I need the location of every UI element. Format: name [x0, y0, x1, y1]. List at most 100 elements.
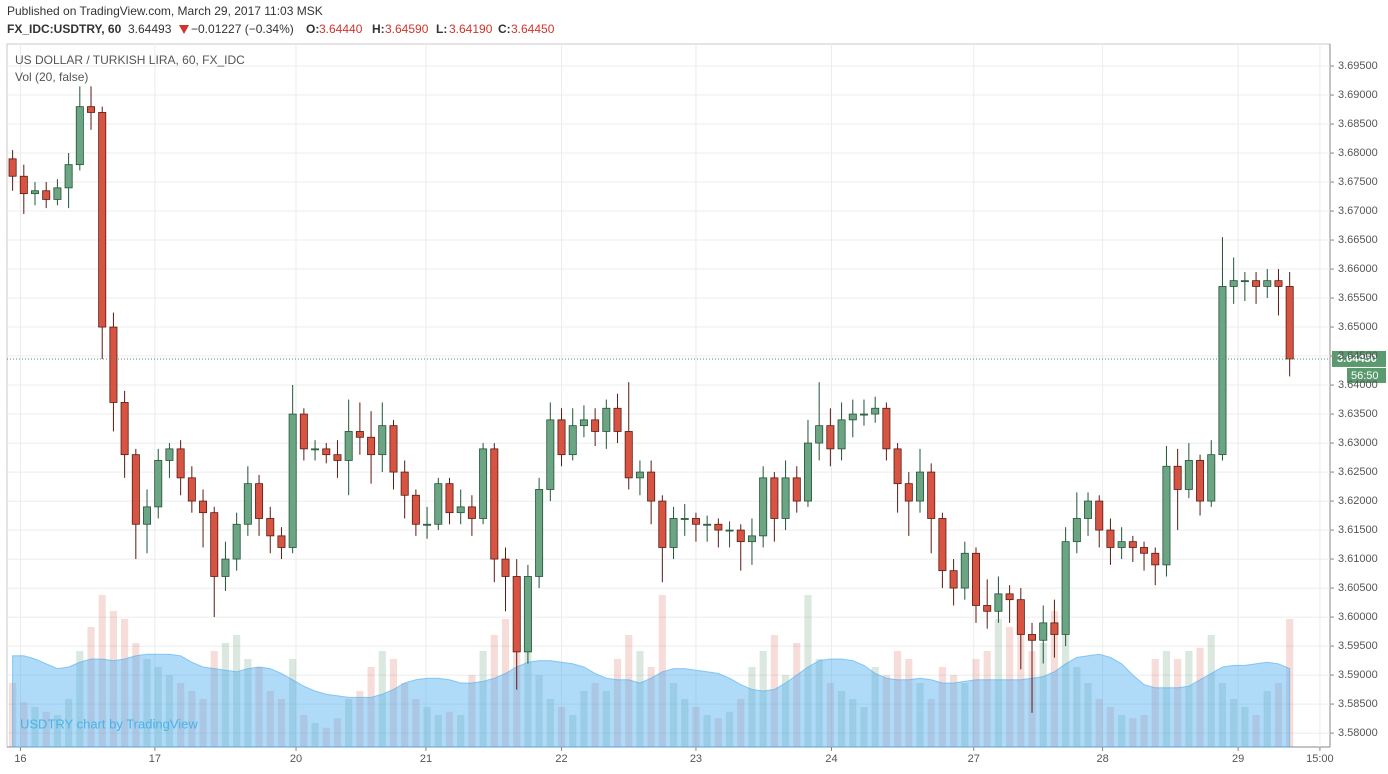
candle-body: [501, 558, 510, 577]
volume-bar: [1039, 643, 1047, 747]
candle-body: [747, 535, 756, 543]
candle-body: [31, 190, 39, 195]
candle-body: [557, 419, 566, 456]
volume-bar: [1174, 659, 1182, 747]
candle-body: [781, 477, 790, 519]
volume-bar: [233, 635, 241, 747]
volume-bar: [759, 651, 767, 747]
volume-bar: [692, 707, 700, 747]
candle-body: [1196, 460, 1205, 502]
candle-body: [400, 471, 409, 496]
x-tick-label: 23: [690, 753, 702, 765]
y-tick-label: 3.62500: [1338, 466, 1378, 478]
volume-bar: [501, 619, 510, 747]
candle-body: [703, 523, 712, 526]
candle-body: [1173, 465, 1182, 490]
volume-bar: [423, 707, 431, 747]
candle-body: [266, 518, 275, 537]
volume-bar: [636, 651, 644, 747]
volume-bar: [681, 699, 689, 747]
last-price-label: 3.64450: [1337, 353, 1377, 365]
candle-body: [210, 512, 219, 577]
volume-bar: [121, 619, 129, 747]
volume-bar: [669, 683, 678, 747]
ohlc-value: 3.64440: [319, 22, 363, 36]
candle-body: [546, 419, 555, 490]
candle-body: [87, 106, 96, 113]
y-tick-label: 3.67000: [1338, 205, 1378, 217]
candle-body: [938, 518, 947, 572]
countdown-box: [1347, 367, 1386, 383]
candle-body: [568, 425, 577, 456]
volume-bar: [65, 699, 73, 747]
volume-bar: [916, 683, 924, 747]
change: −0.01227 (−0.34%): [191, 22, 294, 36]
volume-bar: [994, 619, 1002, 747]
candle-body: [916, 471, 924, 502]
candle-body: [322, 448, 331, 456]
candle-body: [165, 448, 174, 461]
volume-bar: [322, 727, 330, 747]
volume-bar: [20, 702, 28, 747]
y-tick-label: 3.60000: [1338, 611, 1378, 623]
volume-bar: [905, 659, 913, 747]
candle-body: [1285, 286, 1294, 360]
volume-bar: [1162, 651, 1171, 747]
candle-body: [42, 190, 51, 200]
candle-body: [389, 425, 398, 473]
volume-bar: [87, 627, 95, 747]
candle-body: [624, 431, 633, 479]
volume-title: Vol (20, false): [15, 70, 88, 84]
y-tick-label: 3.66500: [1338, 234, 1378, 246]
volume-bar: [53, 715, 61, 747]
candle-body: [591, 419, 600, 432]
volume-bar: [1151, 659, 1159, 747]
volume-bar: [479, 651, 487, 747]
candle-body: [512, 576, 521, 653]
volume-bar: [412, 699, 420, 747]
volume-bar: [725, 711, 734, 747]
candle-body: [725, 529, 734, 532]
volume-bar: [1118, 715, 1126, 747]
y-tick-label: 3.69500: [1338, 60, 1378, 72]
volume-bar: [569, 715, 577, 747]
volume-bar: [557, 707, 566, 747]
volume-bar: [177, 683, 185, 747]
candle-body: [1240, 280, 1249, 283]
candle-body: [647, 471, 656, 502]
volume-bar: [1230, 699, 1238, 747]
volume-bar: [345, 699, 353, 747]
volume-bar: [894, 651, 902, 747]
candle-body: [53, 187, 62, 200]
overlay: 3.64450 56:50: [7, 350, 1386, 383]
volume-bar: [132, 643, 140, 747]
volume-bar: [255, 667, 263, 747]
candle-body: [1252, 280, 1261, 287]
y-tick-label: 3.60500: [1338, 582, 1378, 594]
y-tick-label: 3.58500: [1338, 698, 1378, 710]
candle-body: [1229, 280, 1238, 287]
volume-bar: [1017, 635, 1025, 747]
volume-bar: [1252, 715, 1260, 747]
y-tick-label: 3.59000: [1338, 669, 1378, 681]
volume-bar: [983, 651, 991, 747]
candle-body: [1162, 465, 1171, 566]
volume-bar: [524, 651, 532, 747]
candle-body: [770, 477, 779, 519]
volume-bar: [401, 683, 409, 747]
x-tick-label: 20: [290, 753, 302, 765]
candle-body: [1184, 460, 1193, 490]
volume-bar: [378, 651, 386, 747]
candle-body: [277, 535, 286, 548]
volume-bar: [333, 718, 342, 747]
volume-bar: [737, 699, 745, 747]
candle-body: [1061, 541, 1070, 635]
y-tick-label: 3.69000: [1338, 89, 1378, 101]
ohlc-label: H:: [372, 22, 385, 36]
candle-body: [736, 529, 745, 543]
y-tick-label: 3.66000: [1338, 263, 1378, 275]
volume-bar: [1095, 699, 1103, 747]
candle-body: [120, 402, 129, 456]
candle-body: [109, 326, 118, 403]
